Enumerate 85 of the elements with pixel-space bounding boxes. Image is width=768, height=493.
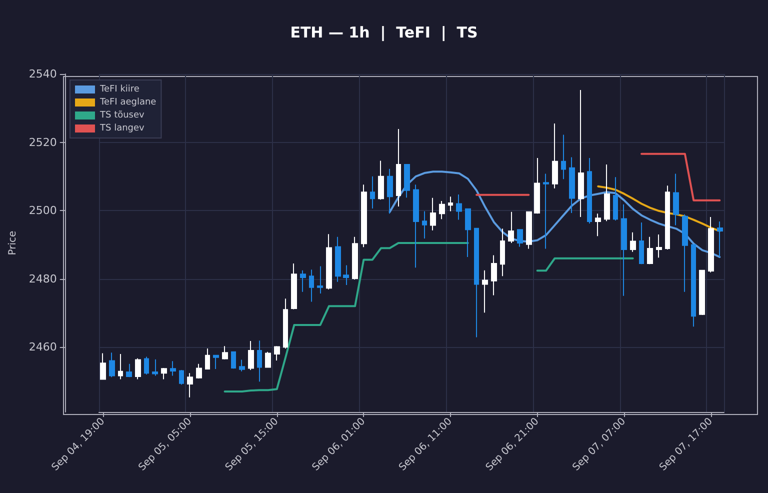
candlestick: [561, 134, 566, 180]
candlestick: [673, 173, 679, 226]
y-tick-label: 2480: [28, 272, 57, 286]
candlestick: [491, 254, 497, 296]
candlestick: [239, 359, 245, 372]
candlestick: [439, 200, 445, 220]
candlestick: [152, 358, 158, 376]
y-tick-label: 2520: [28, 136, 57, 149]
candlestick: [456, 194, 462, 220]
candlestick: [265, 351, 271, 368]
legend-label: TeFI kiire: [99, 84, 140, 94]
candlestick: [413, 184, 419, 268]
candlestick: [309, 269, 314, 302]
candlestick: [699, 270, 705, 316]
candlestick: [595, 213, 601, 237]
candlestick: [179, 370, 184, 386]
candlestick: [187, 372, 193, 398]
candlestick: [135, 358, 141, 380]
candlestick: [578, 90, 584, 218]
candlestick: [161, 367, 167, 380]
candlestick: [231, 351, 236, 370]
candlestick: [448, 196, 453, 212]
candlestick: [482, 270, 488, 314]
candlestick: [517, 229, 523, 248]
candlestick: [500, 228, 505, 277]
y-tick-label: 2500: [28, 204, 57, 218]
candlestick: [604, 164, 610, 222]
candlestick: [665, 185, 670, 250]
candlestick: [404, 164, 410, 198]
candlestick: [543, 173, 549, 250]
candlestick: [526, 211, 532, 250]
candlestick: [534, 157, 540, 214]
candlestick: [396, 128, 401, 207]
candlestick: [291, 262, 297, 310]
candlestick: [552, 123, 558, 189]
y-axis-title: Price: [8, 230, 18, 256]
candlestick: [100, 352, 106, 380]
candlestick: [387, 168, 393, 214]
y-tick-label: 2460: [28, 340, 57, 354]
candlestick: [144, 356, 149, 375]
candlestick: [274, 346, 280, 361]
candlestick: [352, 236, 358, 280]
line-series: [597, 185, 721, 232]
candlestick: [170, 360, 176, 376]
candlestick: [126, 363, 132, 378]
legend-label: TeFI aeglane: [99, 98, 157, 108]
candlestick: [691, 244, 696, 328]
candlestick: [587, 157, 592, 224]
candlestick: [378, 160, 384, 200]
candlestick: [343, 264, 349, 286]
legend-label: TS langev: [99, 124, 146, 134]
candlestick: [370, 176, 375, 210]
candlestick: [317, 266, 323, 294]
candlestick: [205, 348, 210, 370]
candlestick: [335, 236, 341, 282]
candlestick: [196, 363, 202, 380]
legend-label: TS tõusev: [99, 110, 146, 120]
candlestick: [213, 354, 219, 370]
candlestick: [257, 340, 262, 382]
candlestick: [283, 298, 288, 349]
candlestick: [717, 220, 723, 258]
candlestick: [361, 184, 367, 248]
candlestick: [474, 228, 479, 338]
candlestick: [639, 222, 644, 265]
candlestick: [422, 210, 427, 240]
candlestick: [613, 176, 618, 221]
y-tick-label: 2540: [28, 68, 57, 80]
line-series: [388, 170, 721, 258]
candlestick: [326, 234, 332, 290]
candlestick: [118, 353, 123, 380]
candlestick: [248, 340, 254, 371]
chart-title: ETH — 1h | TeFI | TS: [290, 24, 478, 42]
candlestick: [630, 232, 636, 252]
candlestick: [647, 236, 653, 265]
candlestick: [300, 270, 306, 292]
candlestick: [656, 234, 662, 258]
candlestick: [430, 197, 436, 231]
candlestick: [109, 352, 115, 378]
candlestick: [621, 204, 627, 296]
candlestick: [569, 156, 575, 214]
candlestick: [682, 214, 688, 292]
candlestick: [508, 211, 514, 244]
candlestick: [465, 208, 471, 258]
candlestick: [708, 216, 714, 273]
candlestick: [222, 346, 228, 360]
